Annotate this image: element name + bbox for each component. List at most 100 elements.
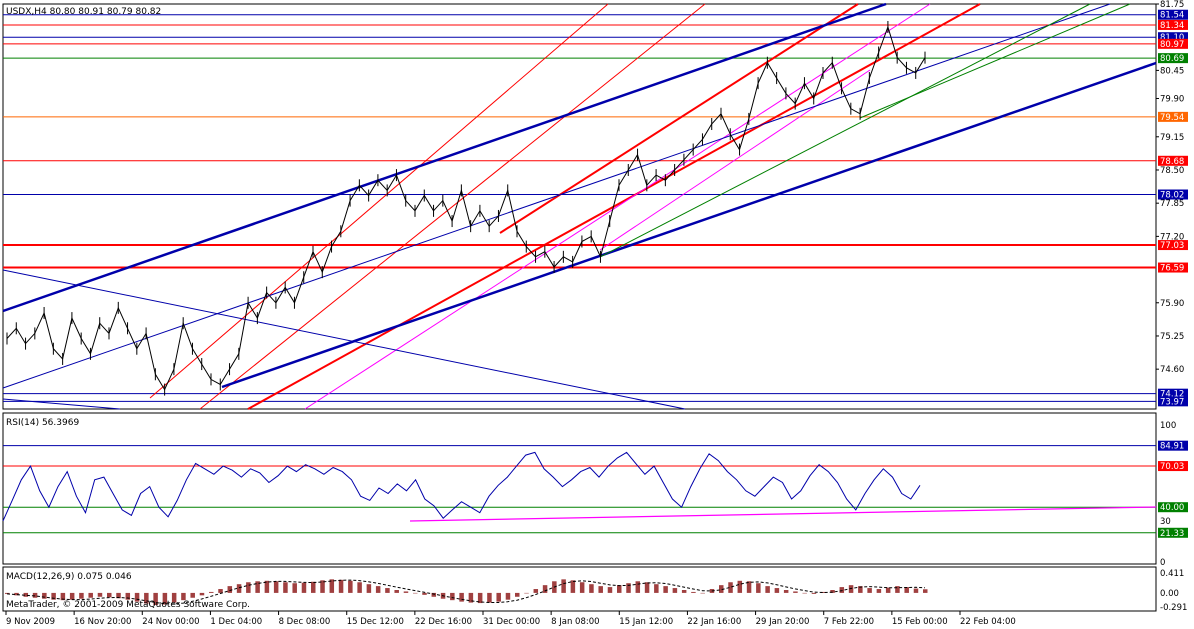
macd-bar — [199, 592, 205, 596]
price-level-label: 81.34 — [1160, 21, 1184, 31]
price-level-badge — [1158, 111, 1188, 122]
time-tick-label: 29 Jan 20:00 — [756, 617, 810, 627]
price-tick-label: 80.45 — [1160, 66, 1184, 76]
macd-axis: 0.411 0.00 -0.291 — [1160, 569, 1187, 613]
magenta-line-2 — [599, 69, 871, 251]
macd-bar — [505, 592, 511, 600]
macd-bar — [97, 592, 103, 597]
macd-tick-label: 0.00 — [1160, 589, 1179, 599]
time-tick-label: 9 Nov 2009 — [6, 617, 55, 627]
macd-bar — [728, 582, 733, 593]
macd-bar — [598, 586, 603, 593]
macd-bar — [635, 581, 641, 593]
rsi-pane-title: RSI(14) 56.3969 — [6, 418, 79, 428]
red-thin-line-1 — [149, 3, 609, 399]
macd-bar — [468, 592, 474, 603]
macd-bar — [125, 592, 131, 600]
macd-histogram — [5, 579, 928, 606]
macd-bar — [79, 592, 84, 599]
macd-bar — [236, 584, 242, 593]
macd-bar — [246, 582, 251, 593]
price-tick-label: 79.90 — [1160, 94, 1184, 104]
macd-bar — [885, 587, 891, 593]
macd-bar — [561, 579, 566, 593]
rsi-series — [2, 451, 921, 522]
price-level-label: 77.03 — [1160, 241, 1184, 251]
macd-bar — [403, 591, 409, 593]
blue-channel-upper — [2, 2, 887, 313]
macd-bar — [60, 592, 66, 601]
rsi-tick-label: 0 — [1160, 558, 1165, 568]
macd-bar — [88, 592, 93, 598]
macd-bar — [858, 586, 863, 593]
macd-bar — [663, 586, 668, 593]
time-tick-label: 31 Dec 00:00 — [483, 617, 540, 627]
price-level-badge — [1158, 155, 1188, 166]
macd-bar — [459, 592, 464, 602]
rsi-magenta-trendline — [409, 506, 1157, 522]
price-level-badge — [1158, 9, 1188, 20]
macd-bar — [181, 592, 186, 601]
macd-bar — [385, 588, 390, 593]
rsi-level-label: 70.03 — [1160, 462, 1184, 472]
time-axis: 9 Nov 2009 16 Nov 20:00 24 Nov 00:00 1 Dec … — [5, 611, 1016, 627]
macd-bar — [283, 582, 288, 593]
macd-bar — [162, 592, 168, 605]
rsi-pane-frame — [2, 412, 1157, 565]
time-tick-label: 22 Feb 04:00 — [960, 617, 1016, 627]
macd-bar — [830, 590, 835, 593]
time-tick-label: 1 Dec 04:00 — [210, 617, 262, 627]
macd-bar — [301, 582, 307, 593]
blue-thin-down — [2, 269, 686, 410]
macd-signal-line — [6, 579, 926, 605]
macd-bar — [394, 590, 399, 593]
time-tick-label: 24 Nov 00:00 — [142, 617, 199, 627]
price-axis: 81.75 80.45 79.90 79.15 78.50 77.85 77.20 75.90… — [1156, 0, 1188, 407]
macd-bar — [190, 592, 195, 598]
macd-bar — [116, 592, 121, 599]
price-tick-label: 75.90 — [1160, 299, 1184, 309]
macd-bar — [793, 591, 798, 593]
rsi-level-badge — [1158, 502, 1188, 513]
macd-bar — [756, 583, 761, 593]
macd-bar — [477, 592, 483, 604]
copyright-notice: MetaTrader, © 2001-2009 MetaQuotes Softw… — [6, 600, 250, 610]
macd-bar — [153, 592, 158, 606]
price-level-badge — [1158, 19, 1188, 30]
rsi-axis: 100 30 0 84.91 70.03 40.00 21.33 — [1158, 421, 1188, 568]
trendlines — [2, 2, 1157, 410]
rsi-line — [2, 451, 921, 522]
macd-bar — [691, 591, 696, 593]
price-tick-label: 75.25 — [1160, 332, 1184, 342]
macd-bar — [292, 583, 297, 593]
price-level-label: 79.54 — [1160, 113, 1184, 123]
macd-bar — [654, 584, 659, 593]
macd-bar — [320, 580, 325, 593]
price-tick-label: 74.60 — [1160, 365, 1184, 375]
macd-bar — [913, 588, 919, 593]
macd-bar — [32, 592, 38, 598]
price-level-label: 80.69 — [1160, 54, 1184, 64]
macd-bar — [672, 588, 678, 593]
time-tick-label: 15 Feb 00:00 — [892, 617, 948, 627]
price-tick-label: 79.15 — [1160, 133, 1184, 143]
price-level-badge — [1158, 240, 1188, 251]
macd-bar — [783, 590, 789, 593]
macd-bar — [14, 592, 19, 596]
price-level-label: 74.12 — [1160, 390, 1184, 400]
rsi-level-label: 84.91 — [1160, 442, 1184, 452]
macd-bar — [876, 589, 882, 593]
macd-bar — [644, 582, 650, 593]
rsi-level-badge — [1158, 527, 1188, 538]
macd-pane-frame — [2, 566, 1157, 612]
macd-bar — [681, 590, 687, 593]
time-tick-label: 7 Feb 22:00 — [824, 617, 874, 627]
macd-bar — [366, 584, 372, 593]
rsi-level-badge — [1158, 461, 1188, 472]
magenta-line-1 — [304, 3, 931, 410]
macd-bar — [765, 586, 770, 593]
price-level-badge — [1158, 388, 1188, 399]
macd-bar — [338, 579, 344, 593]
time-tick-label: 8 Jan 08:00 — [551, 617, 599, 627]
price-tick-label: 81.75 — [1160, 0, 1184, 10]
